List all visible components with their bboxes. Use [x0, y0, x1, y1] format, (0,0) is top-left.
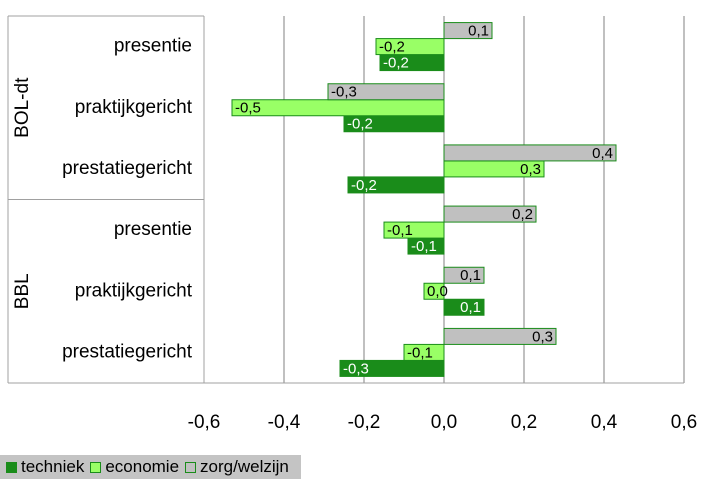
bar-2-3 [443, 205, 537, 223]
legend-label-techniek: techniek [21, 457, 85, 476]
legend-swatch-economie [90, 461, 102, 473]
data-label-2-4: 0,1 [460, 267, 481, 284]
bar-chart: BOL-dt presentie praktijkgericht prestatieg… [7, 15, 697, 433]
data-label-1-2: 0,3 [520, 161, 541, 178]
x-tick-label-0: -0,6 [188, 412, 221, 433]
data-label-0-2: -0,2 [351, 177, 377, 194]
x-tick-label-1: -0,4 [268, 412, 301, 433]
data-label-1-3: -0,1 [387, 222, 413, 239]
bar-2-4 [443, 266, 485, 284]
category-label-0-1: praktijkgericht [75, 97, 193, 118]
data-label-2-0: 0,1 [468, 23, 489, 40]
bar-1-5 [403, 343, 445, 361]
data-label-1-0: -0,2 [379, 39, 405, 56]
legend-label-economie: economie [105, 457, 180, 476]
data-label-2-2: 0,4 [592, 145, 613, 162]
legend: techniek economie zorg/welzijn [0, 455, 301, 479]
bar-1-1 [231, 99, 445, 117]
bar-0-5 [339, 359, 445, 377]
category-label-1-0: presentie [114, 219, 192, 240]
bar-2-1 [327, 83, 445, 101]
data-label-0-0: -0,2 [383, 55, 409, 72]
data-label-0-3: -0,1 [411, 238, 437, 255]
bar-0-4 [443, 298, 485, 316]
x-tick-label-5: 0,4 [591, 412, 618, 433]
data-label-0-4: 0,1 [460, 299, 481, 316]
legend-item-zorg-welzijn: zorg/welzijn [185, 457, 289, 477]
x-tick-label-2: -0,2 [348, 412, 381, 433]
legend-item-economie: economie [90, 457, 179, 477]
bar-2-5 [443, 327, 557, 345]
data-label-2-1: -0,3 [331, 84, 357, 101]
bar-0-2 [347, 176, 445, 194]
category-label-0-2: prestatiegericht [62, 158, 193, 179]
data-label-1-4: 0,0 [427, 283, 448, 300]
data-label-1-1: -0,5 [235, 100, 261, 117]
data-label-1-5: -0,1 [407, 344, 433, 361]
x-tick-label-6: 0,6 [671, 412, 697, 433]
bar-1-3 [383, 221, 445, 239]
group-label-bol-dt: BOL-dt [12, 77, 33, 138]
bar-1-4 [423, 282, 445, 300]
category-label-1-1: praktijkgericht [75, 280, 193, 301]
legend-swatch-zorg-welzijn [185, 461, 197, 473]
category-label-0-0: presentie [114, 36, 192, 57]
bar-2-2 [443, 144, 617, 162]
legend-label-zorg-welzijn: zorg/welzijn [200, 457, 289, 476]
legend-swatch-techniek [6, 461, 17, 473]
data-label-2-3: 0,2 [512, 206, 533, 223]
x-tick-label-3: 0,0 [431, 412, 457, 433]
legend-item-techniek: techniek [6, 457, 84, 477]
data-label-0-1: -0,2 [347, 116, 373, 133]
category-label-1-2: prestatiegericht [62, 341, 193, 362]
bar-2-0 [443, 22, 493, 40]
group-label-bbl: BBL [12, 273, 33, 309]
bar-1-0 [375, 38, 445, 56]
data-label-2-5: 0,3 [532, 328, 553, 345]
data-label-0-5: -0,3 [343, 360, 369, 377]
x-tick-label-4: 0,2 [511, 412, 537, 433]
